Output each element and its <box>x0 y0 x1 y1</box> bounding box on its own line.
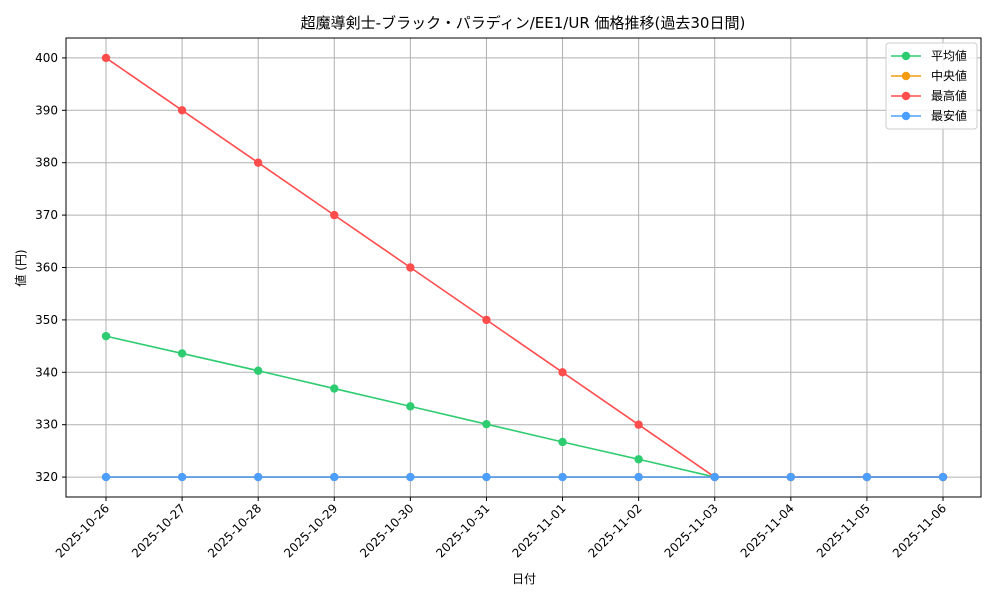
grid <box>66 38 981 497</box>
data-point <box>253 472 263 482</box>
legend-marker <box>901 111 911 121</box>
data-point <box>177 349 187 358</box>
legend-marker <box>901 71 911 81</box>
data-point <box>330 384 339 393</box>
data-point <box>101 53 111 63</box>
legend-label: 最高値 <box>931 88 967 103</box>
data-point <box>482 315 491 325</box>
data-point <box>330 210 339 220</box>
data-point <box>406 263 415 272</box>
y-tick-label: 380 <box>35 156 58 170</box>
data-point <box>482 472 491 482</box>
x-tick-label: 2025-10-26 <box>53 501 112 560</box>
legend-label: 中央値 <box>931 68 967 83</box>
legend-label: 最安値 <box>931 108 967 123</box>
data-point <box>177 106 187 115</box>
x-tick-label: 2025-11-05 <box>814 501 873 560</box>
y-tick-label: 390 <box>35 103 58 117</box>
legend-label: 平均値 <box>931 48 967 63</box>
legend-marker <box>901 91 911 101</box>
data-point <box>406 472 415 482</box>
y-tick-label: 350 <box>35 313 58 327</box>
y-tick-label: 320 <box>35 470 58 484</box>
data-point <box>558 368 567 377</box>
data-point <box>101 331 111 341</box>
x-tick-label: 2025-10-30 <box>357 501 416 560</box>
data-point <box>558 472 567 482</box>
x-axis-ticks: 2025-10-26 2025-10-27 2025-10-28 2025-10-29… <box>53 497 949 560</box>
data-point <box>862 472 872 482</box>
data-point <box>634 420 643 429</box>
y-axis-ticks: 320 330 340 350 360 370 380 390 400 <box>35 51 66 484</box>
series-最安値 <box>101 472 948 482</box>
data-point <box>938 472 948 482</box>
x-tick-label: 2025-11-04 <box>738 501 797 560</box>
y-tick-label: 340 <box>35 365 58 379</box>
series-line <box>105 335 943 478</box>
y-tick-label: 360 <box>35 261 58 275</box>
data-point <box>253 366 263 375</box>
x-tick-label: 2025-11-01 <box>509 501 568 560</box>
x-tick-label: 2025-11-03 <box>662 501 721 560</box>
y-tick-label: 330 <box>35 418 58 432</box>
x-tick-label: 2025-10-27 <box>129 501 188 560</box>
x-axis-label: 日付 <box>512 572 536 586</box>
legend-box <box>885 42 978 130</box>
x-tick-label: 2025-11-02 <box>586 501 645 560</box>
chart-title: 超魔導剣士-ブラック・パラディン/EE1/UR 価格推移(過去30日間) <box>301 14 746 32</box>
data-point <box>558 437 567 447</box>
data-point <box>101 472 111 482</box>
x-tick-label: 2025-10-29 <box>281 501 340 560</box>
data-point <box>406 402 415 411</box>
data-point <box>634 455 643 464</box>
data-point <box>177 472 187 482</box>
data-point <box>786 472 796 482</box>
x-tick-label: 2025-10-31 <box>433 501 492 560</box>
series-平均値 <box>101 331 948 482</box>
y-tick-label: 400 <box>35 51 58 65</box>
data-point <box>634 472 643 482</box>
legend-marker <box>901 51 911 61</box>
x-tick-label: 2025-10-28 <box>205 501 264 560</box>
data-point <box>710 472 719 482</box>
y-axis-label: 値 (円) <box>13 249 28 286</box>
data-point <box>330 472 339 482</box>
x-tick-label: 2025-11-06 <box>890 501 949 560</box>
data-point <box>253 158 263 167</box>
data-point <box>482 419 491 429</box>
y-tick-label: 370 <box>35 208 58 222</box>
series-lines <box>101 53 948 482</box>
